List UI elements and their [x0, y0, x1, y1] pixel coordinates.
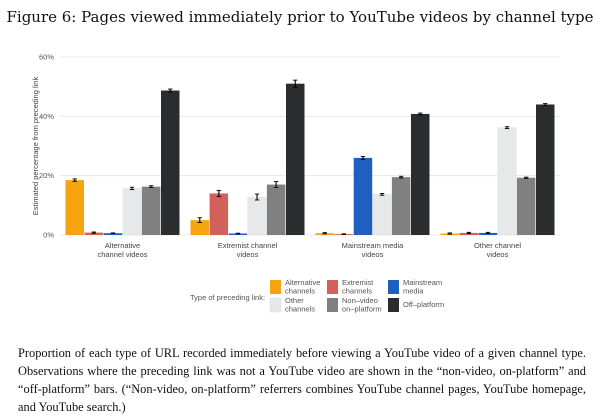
bar [266, 184, 286, 235]
bar [141, 186, 161, 235]
category-label: videos [237, 250, 259, 259]
bar [536, 104, 555, 235]
bar [391, 177, 411, 235]
category-label: Mainstream media [342, 241, 405, 250]
bar [103, 233, 123, 235]
bar [65, 180, 84, 235]
bar [411, 113, 430, 235]
legend-label: channels [285, 287, 315, 296]
bar [161, 90, 180, 235]
y-tick-label: 40% [39, 112, 54, 121]
legend-label: on–platform [342, 305, 382, 314]
bar [247, 196, 267, 236]
y-tick-labels: 0% 20% 40% 60% [39, 53, 54, 240]
category-label: Extremist channel [218, 241, 278, 250]
bar [84, 232, 104, 235]
bar [122, 188, 142, 236]
bar [286, 83, 305, 235]
category-label: Other channel [474, 241, 521, 250]
legend-swatch [388, 280, 399, 294]
category-label: channel videos [97, 250, 147, 259]
legend-label: Alternative [285, 278, 320, 287]
legend-swatch [269, 297, 282, 313]
category-label: videos [487, 250, 509, 259]
legend-label: Mainstream [403, 278, 442, 287]
figure-title: Figure 6: Pages viewed immediately prior… [6, 8, 594, 26]
y-tick-label: 0% [43, 231, 54, 240]
legend-label: media [403, 287, 424, 296]
y-tick-label: 20% [39, 171, 54, 180]
bar [516, 177, 536, 235]
legend-swatch [327, 298, 338, 312]
legend: Type of preceding link:Alternativechanne… [190, 278, 444, 314]
y-axis-label: Estimated percentage from preceding link [31, 77, 40, 216]
legend-title: Type of preceding link: [190, 293, 265, 302]
legend-label: Extremist [342, 278, 374, 287]
figure-caption: Proportion of each type of URL recorded … [18, 346, 586, 414]
legend-label: Off–platform [403, 300, 444, 309]
legend-label: Non–video [342, 296, 378, 305]
legend-label: channels [285, 305, 315, 314]
bar [190, 220, 209, 235]
bars [65, 79, 555, 236]
category-label: videos [362, 250, 384, 259]
y-tick-label: 60% [39, 53, 54, 62]
bar [353, 157, 373, 235]
bar [372, 194, 392, 236]
bar [209, 193, 229, 235]
bar [497, 127, 517, 236]
legend-swatch [327, 280, 338, 294]
legend-swatch [270, 280, 281, 294]
legend-swatch [388, 298, 399, 312]
category-label: Alternative [105, 241, 140, 250]
legend-label: Other [285, 296, 304, 305]
legend-label: channels [342, 287, 372, 296]
